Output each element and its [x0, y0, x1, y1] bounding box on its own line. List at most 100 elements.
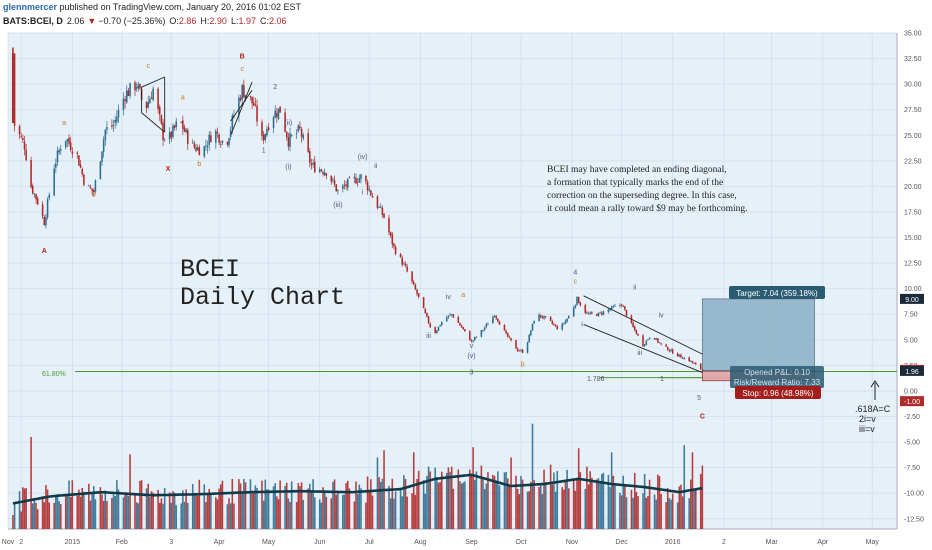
candle-body: [485, 324, 488, 328]
candle-body: [670, 349, 672, 351]
volume-bar: [538, 487, 540, 529]
y-axis: 35.00 32.50 30.00 27.50 25.00 22.50 20.00 17.50…: [896, 31, 924, 529]
x-tick-label: Dec: [615, 539, 628, 546]
candle-body: [437, 326, 440, 331]
volume-bar: [597, 478, 600, 529]
candle-body: [55, 163, 57, 168]
candle-body: [642, 335, 644, 347]
wave-label: (iv): [358, 154, 368, 161]
trend-line-6: [583, 295, 703, 355]
volume-bar: [612, 475, 615, 529]
volume-bar: [533, 480, 535, 529]
wave-label: X: [166, 166, 171, 173]
candle-body: [586, 312, 588, 314]
volume-bar: [251, 493, 253, 529]
candle-body: [416, 289, 418, 294]
candle-body: [276, 112, 278, 117]
candle-body: [612, 306, 615, 308]
candle-body: [427, 316, 430, 324]
candle-body: [567, 316, 570, 319]
volume-bar: [249, 479, 252, 529]
candle-body: [333, 180, 336, 185]
candle-body: [482, 330, 484, 331]
candle-body: [394, 246, 397, 255]
candle-body: [193, 143, 196, 148]
candle-body: [157, 88, 159, 110]
candle-body: [261, 121, 263, 136]
candle-body: [76, 152, 79, 154]
candle-body: [45, 216, 47, 226]
volume-bar: [78, 489, 80, 529]
candle-body: [379, 206, 382, 209]
price-scale-labels: 9.002.061.96-1.00: [900, 293, 924, 407]
candle-body: [587, 313, 590, 315]
wave-label: C: [700, 414, 705, 421]
volume-bar: [643, 473, 646, 529]
plot-area[interactable]: [8, 33, 897, 529]
candle-body: [274, 110, 276, 118]
volume-bar: [589, 471, 592, 529]
y-tick-label: 5.00: [904, 337, 918, 344]
candle-body: [445, 317, 448, 322]
volume-bar: [124, 492, 126, 529]
candle-body: [498, 321, 501, 325]
x-tick-label: 2: [722, 539, 726, 546]
candle-body: [58, 149, 60, 153]
candle-body: [440, 321, 443, 325]
candle-body: [313, 161, 316, 173]
volume-bar: [353, 501, 356, 529]
volume-bar: [498, 485, 501, 529]
candle-body: [360, 174, 362, 180]
volume-bar: [470, 474, 473, 529]
candle-body: [346, 178, 349, 188]
candle-body: [358, 177, 361, 183]
note-line-4: it could mean a rally toward $9 may be f…: [547, 203, 748, 214]
publisher-link[interactable]: glennmercer: [3, 2, 58, 12]
candle-body: [472, 340, 474, 342]
candle-body: [516, 348, 519, 352]
candle-body: [469, 331, 471, 341]
volume-bar: [693, 490, 695, 529]
volume-bar: [505, 472, 507, 529]
candle-body: [309, 151, 311, 163]
stop-label-bg: [735, 386, 821, 399]
volume-moving-average: [12, 473, 703, 505]
candle-body: [566, 318, 568, 322]
candle-body: [137, 84, 140, 89]
volume-bar: [337, 491, 339, 529]
candle-body: [383, 213, 385, 218]
volume-bar: [602, 472, 605, 529]
candle-body: [648, 337, 651, 339]
candle-body: [337, 190, 339, 191]
volume-bar: [376, 457, 379, 529]
volume-bar: [163, 488, 166, 529]
ohl-open-value: 2.86: [179, 16, 197, 26]
volume-bar: [544, 482, 547, 529]
volume-bar: [343, 494, 346, 529]
candle-body: [610, 306, 613, 310]
candle-body: [492, 316, 494, 324]
wave-label: 3: [470, 370, 474, 377]
candle-body: [600, 312, 603, 315]
volume-bar: [668, 498, 671, 529]
price-label-bg: [900, 365, 924, 376]
volume-bar: [403, 475, 405, 529]
candle-body: [183, 127, 186, 132]
y-tick-label: 27.50: [904, 107, 922, 114]
volume-bar: [614, 485, 616, 529]
candle-body: [43, 216, 46, 226]
candle-body: [251, 96, 253, 104]
volume-bar: [175, 505, 178, 529]
volume-bar: [531, 423, 534, 529]
note-line-1: BCEI may have completed an ending diagon…: [547, 165, 727, 175]
volume-bar: [323, 490, 326, 529]
candle-body: [22, 137, 24, 140]
candle-body: [163, 139, 166, 141]
candle-body: [515, 339, 517, 349]
candle-body: [563, 323, 565, 325]
volume-bar: [68, 480, 70, 529]
candle-body: [11, 53, 14, 123]
candle-body: [366, 181, 369, 191]
volume-bar: [510, 457, 512, 529]
volume-bar: [215, 497, 217, 529]
